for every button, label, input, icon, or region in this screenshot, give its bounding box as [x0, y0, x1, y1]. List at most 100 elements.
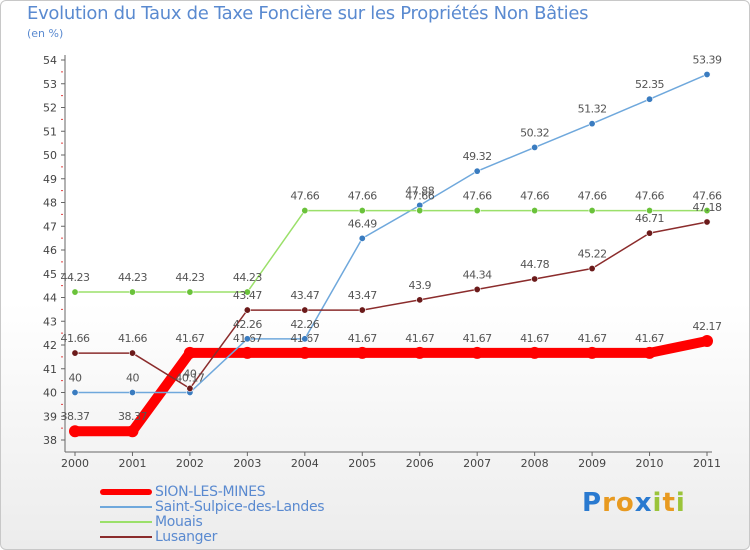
- data-label: 40: [69, 372, 82, 385]
- data-point: [646, 229, 654, 237]
- data-label: 46.71: [635, 212, 664, 225]
- y-tick-label: 41: [43, 363, 57, 376]
- data-point: [186, 384, 194, 392]
- y-tick-label: 48: [43, 197, 57, 210]
- data-point: [301, 335, 309, 343]
- data-label: 41.67: [405, 332, 434, 345]
- logo-letter: i: [675, 488, 686, 518]
- data-point: [646, 95, 654, 103]
- data-point: [646, 207, 654, 215]
- chart-title: Evolution du Taux de Taxe Foncière sur l…: [27, 3, 589, 24]
- data-point: [643, 346, 656, 359]
- data-point: [588, 265, 596, 273]
- data-label: 43.9: [408, 279, 431, 292]
- data-point: [358, 207, 366, 215]
- logo-letter: r: [602, 488, 616, 518]
- data-label: 38.37: [61, 410, 90, 423]
- data-label: 42.26: [233, 318, 262, 331]
- y-tick-label: 39: [43, 410, 57, 423]
- legend-swatch-mouais: [100, 521, 152, 523]
- data-label: 53.39: [693, 53, 722, 66]
- data-label: 40.17: [175, 372, 204, 385]
- data-point: [69, 425, 81, 438]
- data-label: 41.67: [635, 332, 664, 345]
- legend-swatch-lusanger: [100, 536, 152, 538]
- data-label: 44.34: [463, 268, 492, 281]
- data-label: 40: [126, 372, 139, 385]
- data-point: [128, 288, 136, 296]
- proxiti-logo: Proxiti: [582, 488, 686, 518]
- x-tick-label: 2006: [406, 457, 434, 470]
- x-tick-label: 2007: [463, 457, 491, 470]
- data-label: 41.66: [118, 332, 147, 345]
- data-point: [703, 218, 711, 226]
- data-label: 41.66: [61, 332, 90, 345]
- series-line-3: [74, 221, 708, 390]
- data-label: 47.66: [635, 190, 664, 203]
- data-point: [301, 306, 309, 314]
- data-point: [71, 288, 79, 296]
- data-label: 51.32: [578, 103, 607, 116]
- legend-label-saint-sulpice: Saint-Sulpice-des-Landes: [155, 499, 325, 515]
- data-point: [183, 346, 196, 359]
- data-label: 38.37: [118, 410, 147, 423]
- legend-label-sion: SION-LES-MINES: [155, 484, 266, 500]
- data-point: [128, 349, 136, 357]
- y-tick-label: 53: [43, 78, 57, 91]
- x-tick-label: 2011: [693, 457, 721, 470]
- data-point: [128, 388, 136, 396]
- data-point: [528, 346, 541, 359]
- data-label: 41.67: [348, 332, 377, 345]
- data-point: [71, 349, 79, 357]
- data-label: 44.23: [233, 271, 262, 284]
- data-point: [356, 346, 369, 359]
- legend-item-saint-sulpice: Saint-Sulpice-des-Landes: [100, 499, 400, 515]
- x-tick-label: 2005: [348, 457, 376, 470]
- data-label: 47.66: [348, 190, 377, 203]
- data-label: 47.66: [290, 190, 319, 203]
- data-point: [243, 335, 251, 343]
- series-line-2: [74, 209, 708, 293]
- data-label: 41.67: [578, 332, 607, 345]
- data-point: [703, 70, 711, 78]
- data-label: 44.78: [520, 258, 549, 271]
- y-tick-label: 50: [43, 149, 57, 162]
- data-point: [531, 207, 539, 215]
- legend-label-lusanger: Lusanger: [155, 529, 218, 545]
- data-label: 40: [183, 367, 196, 380]
- data-label: 43.47: [233, 289, 262, 302]
- series-line-1: [74, 73, 708, 394]
- data-label: 44.23: [118, 271, 147, 284]
- legend-item-mouais: Mouais: [100, 514, 400, 530]
- legend-swatch-saint-sulpice: [100, 506, 152, 508]
- legend-item-lusanger: Lusanger: [100, 529, 400, 545]
- data-label: 41.67: [520, 332, 549, 345]
- data-label: 42.26: [290, 318, 319, 331]
- data-label: 47.66: [405, 190, 434, 203]
- y-tick-label: 51: [43, 125, 57, 138]
- y-tick-label: 45: [43, 268, 57, 281]
- data-label: 41.67: [463, 332, 492, 345]
- x-tick-label: 2004: [291, 457, 319, 470]
- data-point: [413, 346, 426, 359]
- x-tick-label: 2000: [61, 457, 89, 470]
- x-tick-label: 2009: [578, 457, 606, 470]
- data-label: 47.88: [405, 184, 434, 197]
- data-point: [531, 275, 539, 283]
- data-label: 43.47: [290, 289, 319, 302]
- data-label: 46.49: [348, 217, 377, 230]
- y-tick-label: 54: [43, 54, 57, 67]
- data-point: [358, 234, 366, 242]
- x-tick-label: 2001: [118, 457, 146, 470]
- data-label: 44.23: [175, 271, 204, 284]
- y-tick-label: 43: [43, 315, 57, 328]
- x-tick-label: 2003: [233, 457, 261, 470]
- data-label: 47.18: [693, 201, 722, 214]
- data-label: 47.66: [463, 190, 492, 203]
- series-line-0: [70, 335, 712, 437]
- data-label: 43.47: [348, 289, 377, 302]
- data-point: [473, 207, 481, 215]
- data-point: [186, 288, 194, 296]
